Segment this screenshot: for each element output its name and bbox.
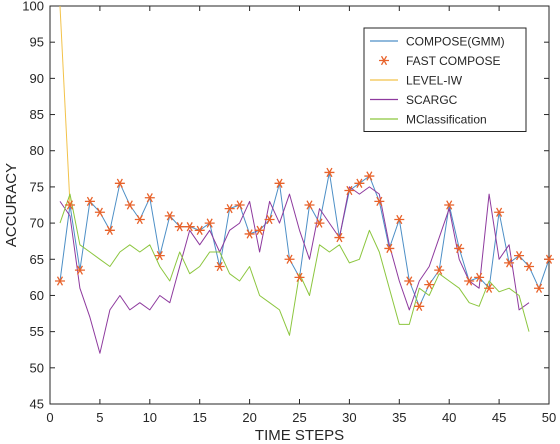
data-point-fast-compose	[544, 254, 554, 264]
x-tick-label: 0	[46, 410, 53, 425]
data-point-fast-compose	[244, 229, 255, 239]
x-tick-label: 10	[143, 410, 157, 425]
data-point-fast-compose	[264, 214, 275, 225]
legend-label: SCARGC	[406, 93, 458, 107]
series-line-scargc	[59, 186, 530, 354]
y-tick-label: 65	[30, 252, 44, 267]
y-axis-label: ACCURACY	[3, 163, 20, 247]
data-point-fast-compose	[404, 276, 415, 286]
data-point-fast-compose	[314, 218, 325, 228]
data-point-fast-compose	[444, 200, 455, 210]
data-point-fast-compose	[304, 200, 315, 210]
legend-label: COMPOSE(GMM)	[406, 35, 505, 49]
data-point-fast-compose	[484, 283, 495, 293]
data-point-fast-compose	[514, 250, 525, 261]
data-point-fast-compose	[204, 218, 215, 228]
y-tick-label: 45	[30, 397, 44, 412]
data-point-fast-compose	[124, 200, 135, 210]
x-tick-label: 30	[342, 410, 356, 425]
data-point-fast-compose	[224, 203, 235, 214]
legend-marker	[379, 55, 389, 66]
data-point-fast-compose	[524, 261, 535, 272]
data-point-fast-compose	[394, 214, 405, 225]
series-line-level-iw	[59, 5, 71, 206]
data-point-fast-compose	[474, 272, 485, 283]
x-axis-label: TIME STEPS	[255, 427, 344, 444]
data-point-fast-compose	[84, 196, 95, 207]
data-point-fast-compose	[154, 250, 165, 261]
data-point-fast-compose	[234, 200, 245, 210]
data-point-fast-compose	[354, 178, 365, 188]
data-point-fast-compose	[334, 232, 345, 243]
data-point-fast-compose	[214, 261, 225, 272]
y-tick-label: 90	[30, 71, 44, 86]
y-tick-label: 95	[30, 35, 44, 50]
data-point-fast-compose	[434, 265, 445, 275]
data-point-fast-compose	[184, 222, 195, 232]
x-tick-label: 20	[242, 410, 256, 425]
axis-ticks: 0 5 10 15 20 25 30 35 40 45 50 45 50 55 60 65 70 75 80 85 90…	[22, 0, 556, 425]
data-point-fast-compose	[454, 243, 465, 254]
data-point-fast-compose	[284, 254, 295, 264]
data-point-fast-compose	[504, 258, 515, 268]
y-tick-label: 60	[30, 288, 44, 303]
x-tick-label: 25	[292, 410, 306, 425]
legend: COMPOSE(GMM) FAST COMPOSE LEVEL-IW SCARGC MC…	[363, 27, 527, 132]
data-point-fast-compose	[364, 171, 375, 181]
x-tick-label: 40	[442, 410, 456, 425]
data-point-fast-compose	[324, 167, 335, 178]
legend-label: FAST COMPOSE	[406, 54, 500, 68]
x-tick-label: 50	[542, 410, 556, 425]
x-tick-label: 45	[492, 410, 506, 425]
data-point-fast-compose	[534, 283, 545, 293]
data-point-fast-compose	[174, 222, 185, 232]
series-layer	[54, 5, 554, 354]
x-tick-label: 5	[96, 410, 103, 425]
data-point-fast-compose	[144, 193, 155, 203]
data-point-fast-compose	[464, 276, 475, 286]
data-point-fast-compose	[64, 200, 75, 210]
x-tick-label: 15	[192, 410, 206, 425]
y-tick-label: 80	[30, 143, 44, 158]
data-point-fast-compose	[94, 207, 105, 217]
series-line-mclassification	[59, 193, 530, 336]
data-point-fast-compose	[54, 276, 65, 286]
data-point-fast-compose	[424, 279, 435, 290]
data-point-fast-compose	[294, 272, 305, 283]
y-tick-label: 100	[22, 0, 44, 14]
data-point-fast-compose	[254, 225, 265, 235]
data-point-fast-compose	[414, 301, 425, 311]
data-point-fast-compose	[104, 225, 115, 235]
y-tick-label: 50	[30, 360, 44, 375]
data-point-fast-compose	[194, 225, 205, 235]
data-point-fast-compose	[164, 211, 175, 221]
data-point-fast-compose	[374, 196, 385, 207]
y-tick-label: 75	[30, 179, 44, 194]
data-point-fast-compose	[114, 178, 125, 188]
x-tick-label: 35	[392, 410, 406, 425]
data-point-fast-compose	[344, 185, 355, 196]
y-tick-label: 85	[30, 107, 44, 122]
data-point-fast-compose	[134, 214, 145, 225]
data-point-fast-compose	[74, 265, 85, 275]
data-point-fast-compose	[274, 178, 285, 188]
data-point-fast-compose	[494, 207, 505, 217]
y-tick-label: 55	[30, 324, 44, 339]
legend-label: MClassification	[406, 113, 487, 127]
y-tick-label: 70	[30, 216, 44, 231]
legend-label: LEVEL-IW	[406, 74, 463, 88]
data-point-fast-compose	[384, 243, 395, 254]
